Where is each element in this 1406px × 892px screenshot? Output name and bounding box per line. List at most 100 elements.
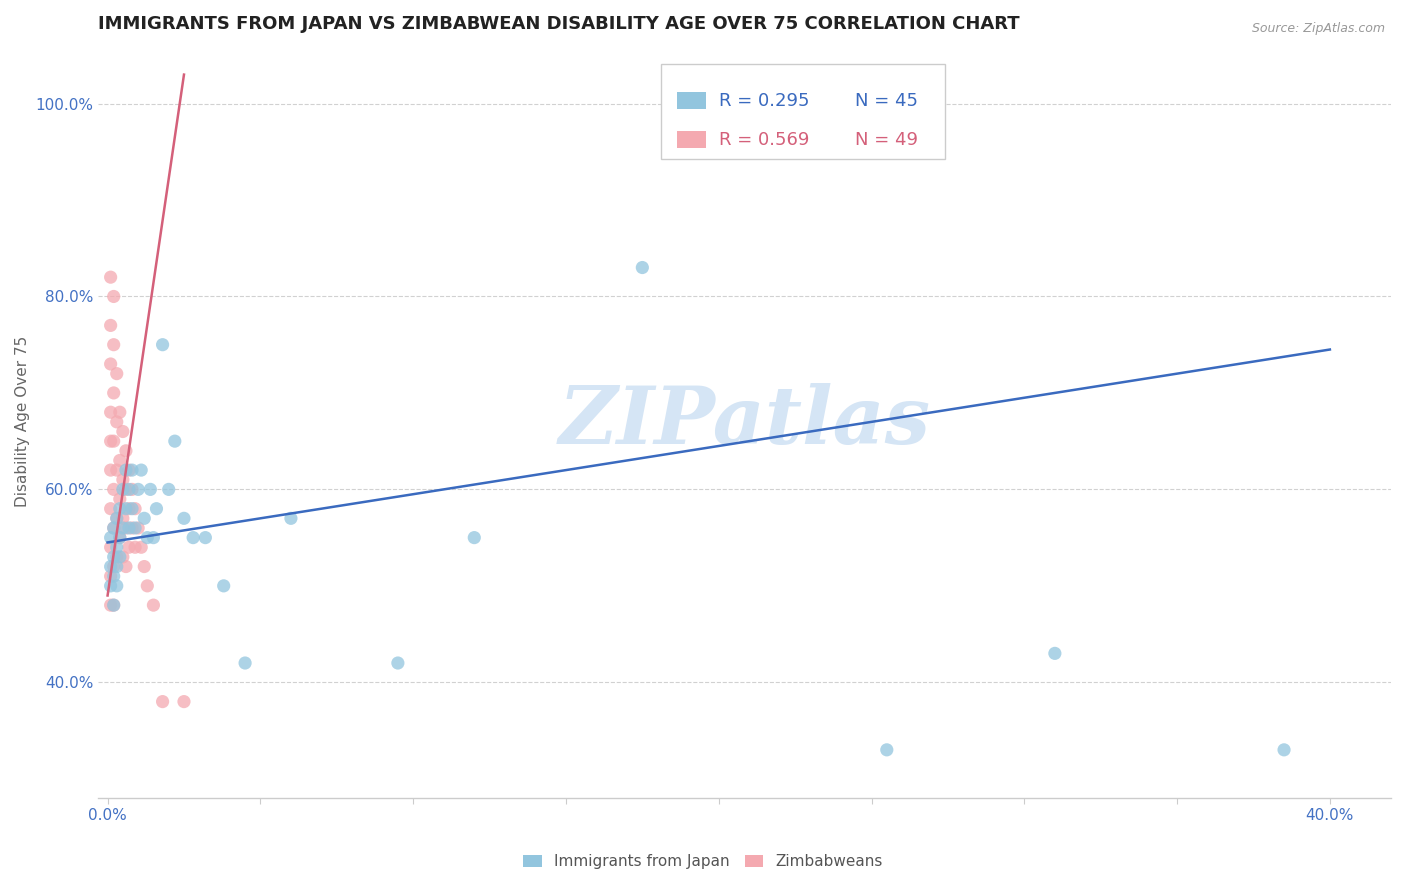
Point [108,491,131,506]
Point [103,386,125,401]
Point [105,511,128,525]
Point [139,483,162,497]
Point [631,260,654,275]
Point [100,579,122,593]
Point [100,318,122,333]
Point [173,511,195,525]
Point [100,569,122,583]
Point [115,559,138,574]
Point [100,531,122,545]
Point [118,483,141,497]
Point [152,337,174,351]
Point [108,531,131,545]
Point [181,531,204,545]
Point [100,405,122,419]
Point [105,541,128,555]
Point [212,579,235,593]
Text: R = 0.569: R = 0.569 [718,130,810,149]
Point [105,559,128,574]
Point [136,579,159,593]
Point [115,483,138,497]
Point [129,463,152,477]
Point [105,511,128,525]
Point [100,357,122,371]
Point [118,463,141,477]
Point [115,443,138,458]
Point [121,463,143,477]
Point [100,434,122,449]
Point [118,501,141,516]
Point [108,453,131,467]
Text: R = 0.295: R = 0.295 [718,92,810,110]
Point [100,559,122,574]
Point [111,511,134,525]
Point [105,579,128,593]
Point [100,541,122,555]
Text: N = 49: N = 49 [855,130,918,149]
Point [157,483,180,497]
Point [105,415,128,429]
Point [876,743,898,757]
Point [103,289,125,303]
Point [105,367,128,381]
Point [136,531,159,545]
Point [152,695,174,709]
Point [111,549,134,564]
Point [103,483,125,497]
Point [127,521,149,535]
Point [163,434,186,449]
Point [111,425,134,439]
Point [100,270,122,285]
Text: IMMIGRANTS FROM JAPAN VS ZIMBABWEAN DISABILITY AGE OVER 75 CORRELATION CHART: IMMIGRANTS FROM JAPAN VS ZIMBABWEAN DISA… [98,15,1019,33]
FancyBboxPatch shape [661,64,945,159]
Point [127,483,149,497]
Point [103,598,125,612]
Point [121,501,143,516]
Text: N = 45: N = 45 [855,92,918,110]
Point [129,541,152,555]
Point [124,501,146,516]
Point [111,483,134,497]
Y-axis label: Disability Age Over 75: Disability Age Over 75 [15,336,30,508]
Legend: Immigrants from Japan, Zimbabweans: Immigrants from Japan, Zimbabweans [517,848,889,875]
Point [108,501,131,516]
Point [103,598,125,612]
Point [118,541,141,555]
Point [103,559,125,574]
Point [105,549,128,564]
Point [142,531,165,545]
Point [103,434,125,449]
FancyBboxPatch shape [678,131,706,148]
Point [103,521,125,535]
Point [111,473,134,487]
Point [124,541,146,555]
Point [121,521,143,535]
Point [233,656,256,670]
Point [118,521,141,535]
Point [105,463,128,477]
Point [108,405,131,419]
Point [134,559,156,574]
Point [1272,743,1295,757]
Point [108,531,131,545]
Point [280,511,302,525]
Point [103,549,125,564]
Text: ZIPatlas: ZIPatlas [558,384,931,460]
Point [108,549,131,564]
Point [115,521,138,535]
Point [387,656,409,670]
Point [124,521,146,535]
Point [121,483,143,497]
Point [100,501,122,516]
Point [103,569,125,583]
Point [111,521,134,535]
Point [194,531,217,545]
Point [100,463,122,477]
Point [173,695,195,709]
Point [100,598,122,612]
Point [115,463,138,477]
Point [145,501,167,516]
FancyBboxPatch shape [678,93,706,109]
Text: Source: ZipAtlas.com: Source: ZipAtlas.com [1251,22,1385,36]
Point [463,531,485,545]
